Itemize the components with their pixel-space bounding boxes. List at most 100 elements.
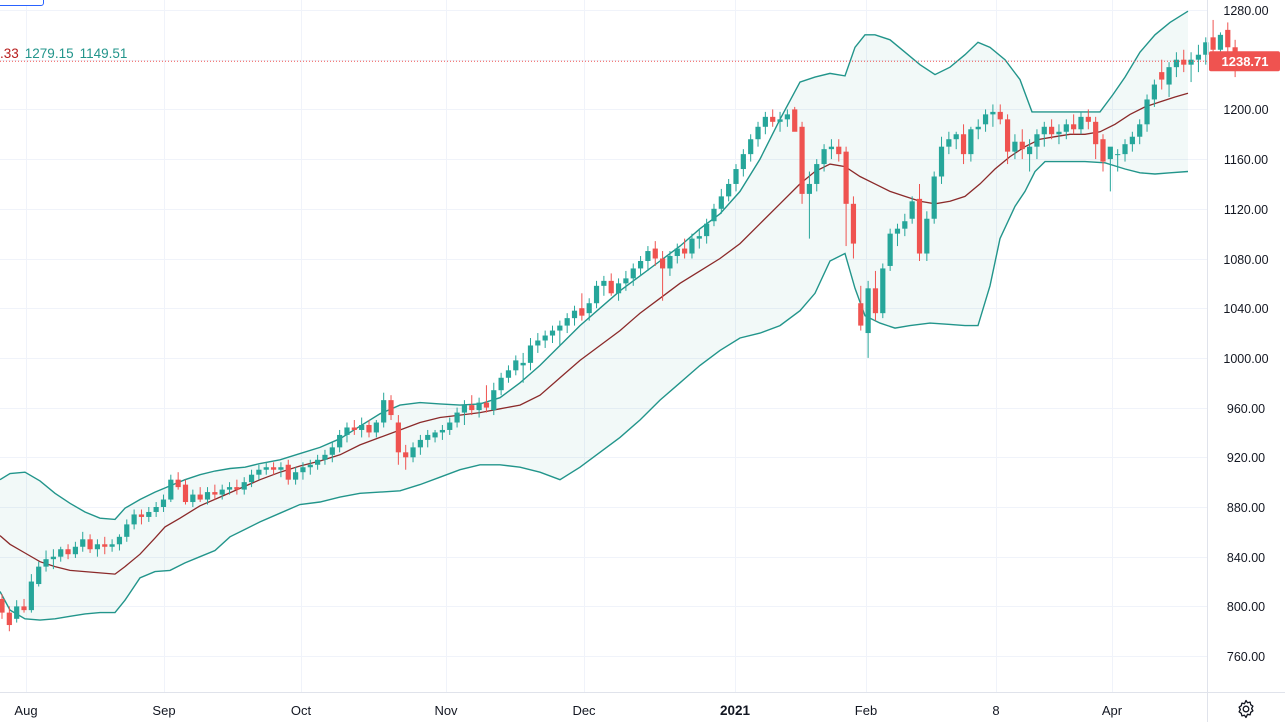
candle (439, 424, 445, 440)
candle-body (645, 251, 651, 261)
candle (784, 109, 790, 127)
candle (1004, 114, 1011, 165)
candle (748, 134, 754, 162)
candle-body (395, 422, 401, 453)
candle (652, 241, 658, 266)
candle (1203, 37, 1209, 65)
x-tick-label: Aug (14, 703, 37, 718)
candle (762, 111, 768, 135)
candle (168, 474, 174, 503)
candle (14, 600, 20, 623)
candle-body (887, 233, 893, 266)
candle-body (1151, 84, 1157, 100)
candle (718, 188, 724, 214)
candle-body (733, 169, 739, 184)
candle-body (241, 482, 247, 490)
x-tick-label: Oct (291, 703, 312, 718)
candle (990, 104, 996, 127)
candle-body (667, 256, 673, 269)
candle-body (938, 146, 945, 177)
candle-body (204, 492, 211, 500)
candle-body (65, 549, 71, 555)
candle (21, 598, 27, 613)
candle-body (777, 119, 783, 122)
candle (300, 462, 306, 480)
candle (6, 606, 12, 632)
candle (153, 502, 159, 517)
candle-body (102, 544, 108, 547)
x-tick-label: Nov (434, 703, 458, 718)
candle-body (153, 507, 159, 512)
candle-body (256, 469, 262, 475)
candle-body (359, 424, 365, 430)
candle (1100, 134, 1106, 172)
candle (586, 298, 592, 321)
y-tick-label: 960.00 (1227, 402, 1265, 416)
candle-body (388, 400, 394, 416)
candle-body (990, 111, 996, 115)
candle-body (894, 228, 901, 234)
candle (373, 420, 379, 438)
candle-body (557, 325, 563, 331)
candle-body (740, 154, 746, 170)
candle (520, 352, 526, 383)
candle-body (1019, 141, 1025, 150)
candle-body (1085, 116, 1091, 122)
y-tick-label: 880.00 (1227, 501, 1265, 515)
time-axis[interactable]: Aug Sep Oct Nov Dec 2021 Feb 8 Apr (14, 703, 1122, 718)
candle (65, 544, 71, 560)
candle-body (366, 424, 372, 433)
x-tick-label: 2021 (720, 703, 751, 718)
candle-body (1027, 146, 1033, 155)
candle (1195, 44, 1202, 73)
candle (50, 549, 56, 570)
candle (968, 126, 974, 162)
candle-body (902, 221, 908, 229)
candle (770, 109, 776, 127)
candle (315, 454, 321, 470)
price-axis[interactable]: 760.00 800.00 840.00 880.00 920.00 960.00 1000… (1223, 4, 1268, 664)
candle-body (28, 581, 34, 611)
candle-body (601, 280, 607, 286)
candle (579, 293, 585, 321)
candle-body (975, 126, 981, 130)
candle (425, 429, 431, 448)
candle (1137, 119, 1143, 145)
candle (36, 561, 42, 587)
candle (469, 395, 475, 416)
candle-body (197, 494, 203, 500)
gear-icon[interactable] (1236, 699, 1256, 719)
candle-body (337, 434, 343, 448)
candle (740, 149, 746, 177)
candle-body (212, 492, 218, 495)
candle-body (858, 303, 864, 326)
candle (887, 228, 893, 271)
candle-body (131, 514, 137, 525)
candle-body (828, 146, 835, 150)
candle-body (968, 129, 974, 155)
candle (381, 392, 387, 428)
candle-body (579, 308, 585, 316)
candle-body (696, 236, 702, 239)
candle (674, 243, 680, 264)
x-tick-label: 8 (992, 703, 999, 718)
candle-body (762, 116, 768, 127)
candle (615, 278, 622, 301)
candle (777, 111, 783, 132)
candle (850, 196, 857, 259)
candle (660, 251, 666, 301)
candle (726, 178, 732, 202)
candle (447, 417, 453, 435)
candle-body (21, 606, 27, 611)
candle-body (469, 405, 475, 411)
candle (454, 407, 460, 428)
candle-body (182, 484, 189, 503)
legend-toggle-box[interactable] (0, 0, 44, 6)
candle (806, 171, 812, 239)
candle (263, 462, 269, 475)
candle (109, 539, 115, 552)
candle-body (872, 288, 879, 314)
candle (1181, 49, 1187, 73)
candle-body (1056, 131, 1062, 135)
